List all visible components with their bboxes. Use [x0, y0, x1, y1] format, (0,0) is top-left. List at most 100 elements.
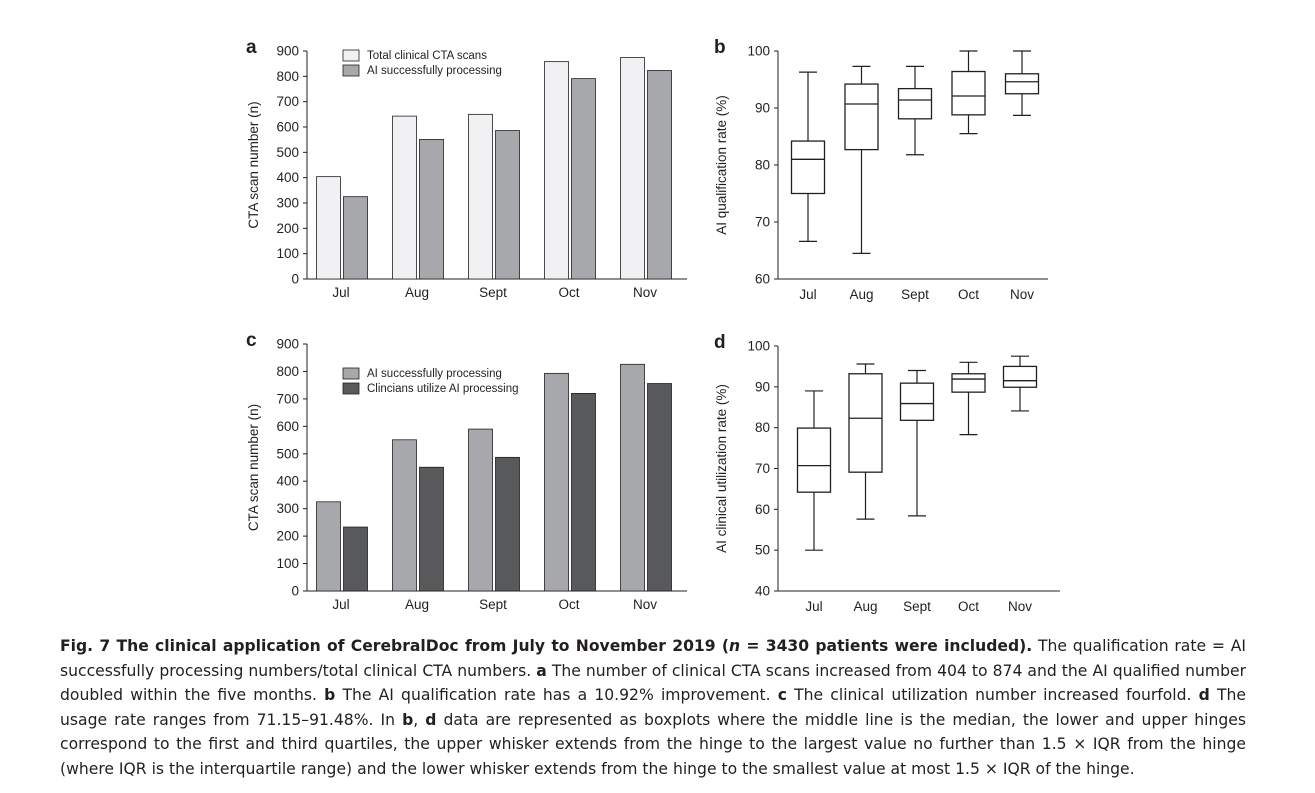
y-axis-label: AI clinical utilization rate (%)	[714, 384, 729, 553]
y-tick-label: 90	[755, 101, 770, 116]
legend-label: Clincians utilize AI processing	[367, 383, 519, 395]
bar-c-nov-s2	[647, 383, 672, 592]
bar-c-oct-s1	[544, 372, 569, 592]
box-b-oct-box	[951, 70, 986, 116]
box-d-sept-box	[899, 382, 935, 421]
legend-label: AI successfully processing	[367, 368, 502, 380]
x-tick-label: Nov	[633, 285, 657, 300]
bar-a-nov-s2	[647, 70, 672, 280]
box-b-aug-box	[844, 83, 879, 151]
y-tick-label: 400	[276, 170, 299, 185]
bar-a-aug-s1	[392, 115, 417, 280]
x-tick-label: Oct	[958, 599, 979, 614]
bar-c-nov-s1	[620, 363, 645, 592]
legend-swatch	[342, 49, 360, 62]
y-tick-label: 800	[276, 364, 299, 379]
y-tick-label: 80	[755, 420, 770, 435]
x-tick-label: Jul	[332, 597, 349, 612]
bar-c-jul-s1	[316, 501, 341, 592]
y-tick-label: 700	[276, 94, 299, 109]
x-tick-label: Nov	[1008, 599, 1032, 614]
bar-c-sept-s1	[468, 428, 493, 592]
x-tick-label: Sept	[903, 599, 931, 614]
y-tick-label: 60	[755, 272, 770, 287]
bar-a-oct-s1	[544, 61, 569, 280]
y-tick-label: 0	[291, 584, 299, 599]
y-tick-label: 800	[276, 69, 299, 84]
legend-label: AI successfully processing	[367, 65, 502, 77]
bar-c-aug-s2	[419, 466, 444, 592]
caption-label: Fig. 7 The clinical application of Cereb…	[60, 637, 1033, 655]
y-tick-label: 300	[276, 196, 299, 211]
bar-a-sept-s2	[495, 130, 520, 280]
bar-c-sept-s2	[495, 456, 520, 592]
bar-c-aug-s1	[392, 439, 417, 592]
y-tick-label: 300	[276, 501, 299, 516]
panel-letter: d	[714, 332, 726, 353]
x-tick-label: Oct	[958, 287, 979, 302]
box-d-oct-box	[951, 373, 986, 393]
y-tick-label: 700	[276, 391, 299, 406]
box-b-jul-box	[790, 140, 826, 195]
x-tick-label: Jul	[805, 599, 822, 614]
y-tick-label: 600	[276, 419, 299, 434]
legend-swatch	[342, 382, 360, 395]
y-tick-label: 100	[276, 246, 299, 261]
panel-letter: c	[246, 330, 257, 351]
x-tick-label: Aug	[853, 599, 877, 614]
bar-c-jul-s2	[343, 526, 368, 592]
x-tick-label: Jul	[332, 285, 349, 300]
box-b-sept-box	[897, 87, 933, 120]
y-tick-label: 50	[755, 543, 770, 558]
y-tick-label: 100	[747, 44, 770, 59]
bar-chart-a: a 0 100 200 300 400 500 600 700 800 900 CTA scan nu…	[246, 37, 687, 300]
bar-a-jul-s2	[343, 196, 368, 280]
x-tick-label: Oct	[558, 285, 579, 300]
boxplot-chart-d: d 40 50 60 70 80 90 100 AI clinical utilization …	[714, 332, 1060, 614]
y-tick-label: 900	[276, 44, 299, 59]
y-tick-label: 500	[276, 145, 299, 160]
y-tick-label: 200	[276, 529, 299, 544]
x-tick-label: Jul	[799, 287, 816, 302]
y-tick-label: 500	[276, 446, 299, 461]
y-axis-label: CTA scan number (n)	[246, 101, 261, 228]
y-tick-label: 40	[755, 584, 770, 599]
boxplot-chart-b: b 60 70 80 90 100 AI qualification rate (%) Jul…	[714, 37, 1048, 302]
bar-c-oct-s2	[571, 393, 596, 592]
bar-a-nov-s1	[620, 57, 645, 280]
x-tick-label: Nov	[633, 597, 657, 612]
y-tick-label: 900	[276, 337, 299, 352]
x-tick-label: Aug	[405, 285, 429, 300]
panel-letter: a	[246, 37, 257, 58]
x-tick-label: Oct	[558, 597, 579, 612]
y-tick-label: 200	[276, 221, 299, 236]
legend-swatch	[342, 64, 360, 77]
y-tick-label: 100	[276, 556, 299, 571]
box-d-aug-box	[848, 373, 883, 473]
legend-label: Total clinical CTA scans	[367, 50, 487, 62]
bar-a-jul-s1	[316, 176, 341, 280]
x-tick-label: Aug	[405, 597, 429, 612]
y-tick-label: 90	[755, 379, 770, 394]
x-tick-label: Sept	[901, 287, 929, 302]
box-b-nov-box	[1004, 73, 1040, 95]
y-tick-label: 80	[755, 158, 770, 173]
box-d-jul-box	[796, 427, 832, 493]
x-tick-label: Nov	[1010, 287, 1034, 302]
bar-chart-c: c 0 100 200 300 400 500 600 700 800 900 CTA scan nu…	[246, 330, 687, 612]
y-tick-label: 70	[755, 215, 770, 230]
y-tick-label: 0	[291, 272, 299, 287]
y-axis-label: CTA scan number (n)	[246, 404, 261, 531]
x-tick-label: Aug	[849, 287, 873, 302]
panel-letter: b	[714, 37, 726, 58]
y-tick-label: 400	[276, 474, 299, 489]
figure-caption: Fig. 7 The clinical application of Cereb…	[60, 637, 1247, 778]
y-tick-label: 60	[755, 502, 770, 517]
x-tick-label: Sept	[479, 597, 507, 612]
x-tick-label: Sept	[479, 285, 507, 300]
bar-a-sept-s1	[468, 113, 493, 280]
bar-a-oct-s2	[571, 78, 596, 280]
y-tick-label: 600	[276, 120, 299, 135]
y-tick-label: 100	[747, 339, 770, 354]
legend-swatch	[342, 367, 360, 380]
